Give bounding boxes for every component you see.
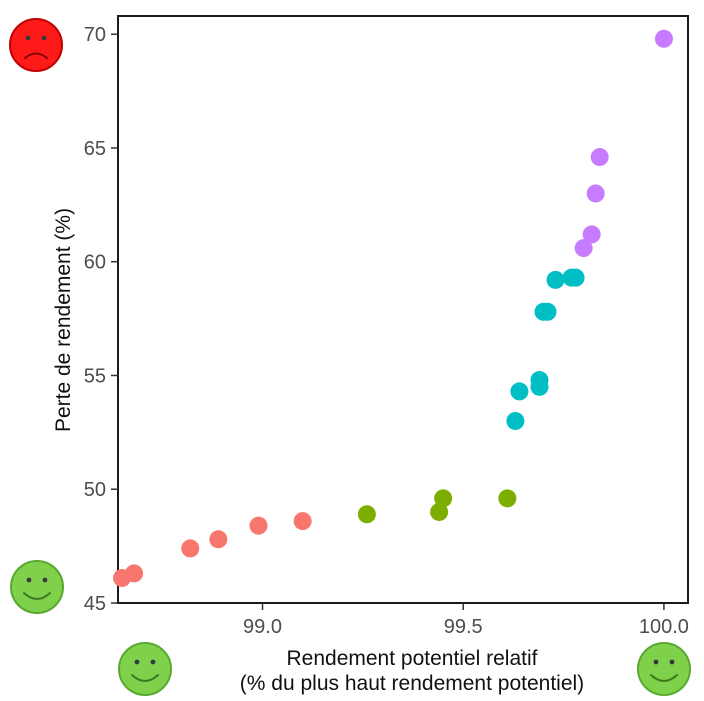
data-point [430, 502, 449, 521]
sad-face-icon [9, 18, 63, 72]
data-point [357, 505, 376, 524]
face-circle [118, 642, 172, 696]
data-point [566, 268, 585, 287]
x-axis-title-line1: Rendement potentiel relatif [287, 647, 538, 670]
x-axis-title-line2: (% du plus haut rendement potentiel) [240, 672, 584, 695]
happy-face-icon [118, 642, 172, 696]
face-mouth [650, 674, 678, 682]
face-mouth [24, 52, 48, 59]
y-tick-label: 65 [84, 138, 106, 160]
data-point [249, 516, 268, 535]
plot-panel-border [117, 15, 689, 604]
data-point [538, 302, 557, 321]
y-tick-label: 50 [84, 479, 106, 501]
y-tick-label: 60 [84, 252, 106, 274]
face-mouth [131, 674, 159, 682]
face-eye [150, 659, 156, 665]
data-point [586, 184, 605, 203]
data-point [582, 225, 601, 244]
face-circle [637, 642, 691, 696]
face-eye [42, 577, 48, 583]
face-circle [10, 560, 64, 614]
x-axis: 99.0 99.5 100.0 [243, 603, 689, 638]
y-axis-title: Perte de rendement (%) [52, 208, 75, 432]
data-point [293, 512, 312, 531]
data-point [654, 29, 673, 48]
y-tick-label: 45 [84, 593, 106, 615]
data-point [209, 530, 228, 549]
data-point [498, 489, 517, 508]
happy-face-icon [10, 560, 64, 614]
data-points [113, 29, 673, 587]
y-tick-label: 55 [84, 365, 106, 387]
face-eye [669, 659, 675, 665]
face-eye [653, 659, 659, 665]
data-point [590, 148, 609, 167]
face-eye [26, 577, 32, 583]
y-axis: 45 50 55 60 65 70 [84, 24, 118, 615]
face-eye [25, 35, 31, 41]
data-point [546, 270, 565, 289]
happy-face-icon [637, 642, 691, 696]
data-point [530, 371, 549, 390]
data-point [506, 411, 525, 430]
face-circle [9, 18, 63, 72]
x-tick-label: 100.0 [639, 616, 689, 638]
data-point [510, 382, 529, 401]
data-point [181, 539, 200, 558]
face-mouth [23, 592, 51, 600]
x-tick-label: 99.0 [243, 616, 282, 638]
face-eye [41, 35, 47, 41]
data-point [434, 489, 453, 508]
face-eye [134, 659, 140, 665]
data-point [125, 564, 144, 583]
data-point [574, 239, 593, 258]
y-tick-label: 70 [84, 24, 106, 46]
x-tick-label: 99.5 [444, 616, 483, 638]
